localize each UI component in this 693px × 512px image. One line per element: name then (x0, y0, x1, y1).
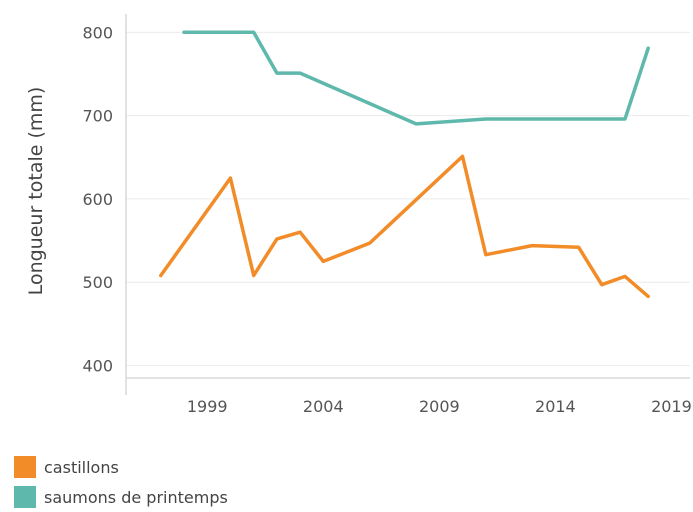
x-tick-label: 2009 (419, 397, 460, 416)
series-line-1 (182, 30, 650, 126)
x-tick-label: 2014 (535, 397, 576, 416)
line-chart: 400 500 600 700 800 1999 2004 2009 2014 2019 Lon… (25, 14, 692, 416)
legend-item-saumons: saumons de printemps (14, 482, 228, 512)
legend-swatch-saumons (14, 486, 36, 508)
y-tick-label: 700 (82, 107, 113, 126)
x-tick-label: 2019 (651, 397, 692, 416)
legend-label-saumons: saumons de printemps (44, 487, 228, 507)
legend-swatch-castillons (14, 456, 36, 478)
series-line-0 (159, 154, 650, 299)
legend-label-castillons: castillons (44, 457, 119, 477)
x-tick-labels: 1999 2004 2009 2014 2019 (187, 397, 692, 416)
legend-item-castillons: castillons (14, 452, 228, 482)
y-tick-labels: 400 500 600 700 800 (82, 23, 113, 375)
legend: castillons saumons de printemps (14, 452, 228, 512)
y-tick-label: 800 (82, 23, 113, 42)
x-tick-label: 2004 (303, 397, 344, 416)
y-tick-label: 400 (82, 357, 113, 376)
x-tick-label: 1999 (187, 397, 228, 416)
y-axis-label: Longueur totale (mm) (25, 87, 47, 296)
series-lines (159, 30, 650, 299)
y-tick-label: 600 (82, 190, 113, 209)
y-tick-label: 500 (82, 273, 113, 292)
grid-lines (126, 31, 690, 367)
